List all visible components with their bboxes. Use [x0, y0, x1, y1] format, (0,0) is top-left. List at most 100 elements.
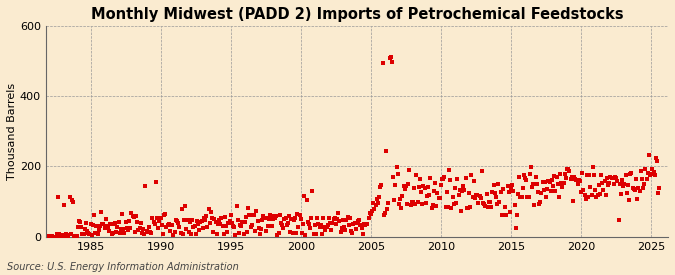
Point: [462, 205, 473, 210]
Point: [104, 229, 115, 234]
Point: [231, 204, 242, 208]
Point: [452, 176, 463, 181]
Point: [361, 222, 372, 226]
Point: [133, 228, 144, 233]
Point: [354, 218, 364, 222]
Point: [103, 226, 113, 230]
Point: [459, 188, 470, 192]
Point: [178, 231, 188, 236]
Point: [507, 183, 518, 187]
Point: [232, 218, 243, 222]
Point: [346, 229, 356, 233]
Point: [333, 211, 344, 215]
Point: [293, 225, 304, 229]
Point: [371, 197, 382, 202]
Point: [473, 201, 484, 205]
Point: [263, 224, 273, 229]
Point: [78, 232, 89, 236]
Point: [360, 223, 371, 227]
Point: [518, 173, 529, 177]
Point: [624, 198, 634, 202]
Point: [468, 179, 479, 183]
Point: [101, 217, 111, 221]
Point: [338, 218, 348, 222]
Point: [400, 187, 410, 191]
Point: [106, 232, 117, 236]
Point: [248, 213, 259, 217]
Point: [427, 203, 438, 208]
Point: [230, 232, 241, 237]
Point: [244, 213, 255, 217]
Point: [344, 223, 354, 227]
Point: [555, 172, 566, 176]
Point: [340, 228, 350, 232]
Point: [250, 229, 261, 233]
Point: [110, 221, 121, 225]
Point: [184, 219, 195, 224]
Point: [251, 209, 262, 214]
Point: [234, 231, 244, 235]
Point: [53, 194, 63, 199]
Point: [306, 216, 317, 220]
Point: [202, 225, 213, 229]
Point: [61, 232, 72, 237]
Point: [493, 182, 504, 186]
Point: [82, 229, 92, 233]
Point: [572, 182, 583, 186]
Point: [149, 222, 160, 226]
Point: [410, 202, 421, 207]
Point: [147, 216, 158, 220]
Point: [221, 224, 232, 229]
Point: [216, 216, 227, 220]
Point: [526, 165, 537, 169]
Point: [109, 221, 119, 226]
Point: [348, 222, 359, 227]
Point: [344, 216, 355, 221]
Point: [48, 234, 59, 239]
Point: [246, 223, 257, 227]
Point: [74, 219, 84, 224]
Point: [310, 232, 321, 236]
Point: [151, 179, 161, 184]
Point: [376, 183, 387, 187]
Point: [510, 226, 521, 230]
Point: [424, 192, 435, 197]
Point: [352, 221, 362, 225]
Point: [186, 232, 196, 236]
Point: [583, 195, 593, 199]
Point: [608, 182, 619, 186]
Point: [422, 194, 433, 198]
Point: [363, 216, 374, 220]
Point: [243, 206, 254, 210]
Point: [560, 172, 570, 177]
Point: [374, 195, 385, 199]
Point: [328, 217, 339, 221]
Point: [301, 198, 312, 202]
Point: [395, 197, 406, 201]
Point: [88, 223, 99, 227]
Point: [610, 175, 620, 179]
Point: [397, 194, 408, 198]
Point: [207, 215, 217, 220]
Point: [633, 186, 644, 190]
Point: [576, 189, 587, 194]
Point: [157, 223, 167, 228]
Point: [383, 201, 394, 205]
Point: [545, 189, 556, 194]
Point: [603, 183, 614, 187]
Point: [288, 218, 299, 222]
Point: [200, 214, 211, 218]
Point: [331, 216, 342, 221]
Point: [283, 221, 294, 226]
Point: [516, 194, 527, 199]
Point: [342, 215, 353, 219]
Point: [603, 180, 614, 185]
Point: [290, 215, 300, 220]
Point: [320, 228, 331, 232]
Point: [209, 216, 220, 221]
Point: [385, 55, 396, 59]
Point: [364, 210, 375, 215]
Point: [404, 168, 415, 173]
Point: [477, 168, 487, 173]
Point: [227, 224, 238, 228]
